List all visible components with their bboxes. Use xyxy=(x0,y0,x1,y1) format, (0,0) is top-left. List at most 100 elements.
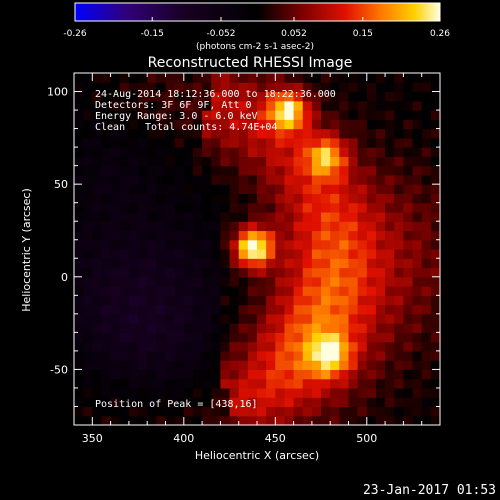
heatmap-cell xyxy=(403,258,414,269)
heatmap-cell xyxy=(165,249,176,259)
heatmap-cell xyxy=(257,323,267,333)
heatmap-cell xyxy=(412,267,423,278)
heatmap-cell xyxy=(375,202,386,213)
heatmap-cell xyxy=(138,211,148,222)
heatmap-cell xyxy=(302,119,313,130)
heatmap-cell xyxy=(330,239,340,250)
heatmap-cell xyxy=(101,82,112,93)
heatmap-cell xyxy=(430,110,440,120)
heatmap-cell xyxy=(403,415,414,425)
heatmap-cell xyxy=(321,119,331,130)
heatmap-cell xyxy=(101,360,112,371)
heatmap-cell xyxy=(92,313,103,324)
heatmap-cell xyxy=(348,406,359,417)
heatmap-cell xyxy=(247,221,258,232)
heatmap-cell xyxy=(357,239,368,250)
heatmap-cell xyxy=(339,406,350,417)
heatmap-cell xyxy=(183,193,194,204)
heatmap-cell xyxy=(311,415,322,425)
heatmap-cell xyxy=(266,110,276,120)
heatmap-cell xyxy=(229,415,240,425)
heatmap-cell xyxy=(293,258,304,269)
heatmap-cell xyxy=(339,360,350,371)
heatmap-cell xyxy=(202,202,212,213)
heatmap-cell xyxy=(412,193,423,204)
heatmap-cell xyxy=(394,174,404,185)
heatmap-cell xyxy=(92,82,103,93)
heatmap-cell xyxy=(74,128,84,139)
heatmap-cell xyxy=(275,258,286,269)
heatmap-cell xyxy=(174,100,185,111)
heatmap-cell xyxy=(357,397,368,408)
heatmap-cell xyxy=(266,415,276,425)
heatmap-cell xyxy=(385,369,395,380)
heatmap-cell xyxy=(375,360,386,371)
heatmap-cell xyxy=(348,397,359,408)
heatmap-cell xyxy=(119,165,130,176)
heatmap-cell xyxy=(394,82,404,93)
heatmap-cell xyxy=(174,387,185,398)
heatmap-cell xyxy=(192,258,203,269)
heatmap-cell xyxy=(128,249,139,259)
heatmap-cell xyxy=(275,276,286,287)
heatmap-cell xyxy=(147,156,157,167)
heatmap-cell xyxy=(348,387,359,398)
heatmap-cell xyxy=(375,286,386,296)
heatmap-cell xyxy=(202,313,212,324)
heatmap-cell xyxy=(302,415,313,425)
heatmap-cell xyxy=(101,193,112,204)
heatmap-cell xyxy=(247,276,258,287)
heatmap-cell xyxy=(293,156,304,167)
heatmap-cell xyxy=(156,406,167,417)
heatmap-cell xyxy=(385,128,395,139)
heatmap-cell xyxy=(293,332,304,343)
heatmap-cell xyxy=(119,267,130,278)
heatmap-cell xyxy=(183,184,194,195)
heatmap-cell xyxy=(247,249,258,259)
heatmap-cell xyxy=(421,286,432,296)
heatmap-cell xyxy=(156,82,167,93)
heatmap-cell xyxy=(421,350,432,361)
heatmap-cell xyxy=(302,193,313,204)
heatmap-cell xyxy=(138,91,148,102)
heatmap-cell xyxy=(284,360,295,371)
heatmap-cell xyxy=(220,100,231,111)
heatmap-cell xyxy=(366,276,377,287)
heatmap-cell xyxy=(275,202,286,213)
heatmap-cell xyxy=(74,341,84,352)
heatmap-cell xyxy=(275,360,286,371)
heatmap-cell xyxy=(284,156,295,167)
heatmap-cell xyxy=(366,323,377,333)
heatmap-cell xyxy=(165,230,176,241)
heatmap-cell xyxy=(211,82,221,93)
heatmap-cell xyxy=(330,165,340,176)
heatmap-cell xyxy=(92,286,103,296)
heatmap-cell xyxy=(229,369,240,380)
heatmap-cell xyxy=(211,100,221,111)
heatmap-cell xyxy=(183,378,194,389)
colorbar-tick-label: 0.26 xyxy=(430,29,450,39)
heatmap-cell xyxy=(348,350,359,361)
heatmap-cell xyxy=(174,332,185,343)
heatmap-cell xyxy=(412,156,423,167)
heatmap-cell xyxy=(430,73,440,83)
heatmap-cell xyxy=(293,211,304,222)
heatmap-cell xyxy=(375,147,386,157)
heatmap-cell xyxy=(202,415,212,425)
heatmap-cell xyxy=(119,369,130,380)
heatmap-cell xyxy=(266,295,276,306)
heatmap-cell xyxy=(330,110,340,120)
heatmap-cell xyxy=(385,239,395,250)
heatmap-cell xyxy=(229,221,240,232)
heatmap-cell xyxy=(321,156,331,167)
heatmap-cell xyxy=(165,397,176,408)
heatmap-cell xyxy=(211,211,221,222)
heatmap-cell xyxy=(421,276,432,287)
heatmap-cell xyxy=(92,415,103,425)
heatmap-cell xyxy=(128,406,139,417)
heatmap-cell xyxy=(394,332,404,343)
heatmap-cell xyxy=(366,369,377,380)
heatmap-cell xyxy=(119,137,130,148)
heatmap-cell xyxy=(394,193,404,204)
heatmap-cell xyxy=(174,147,185,157)
